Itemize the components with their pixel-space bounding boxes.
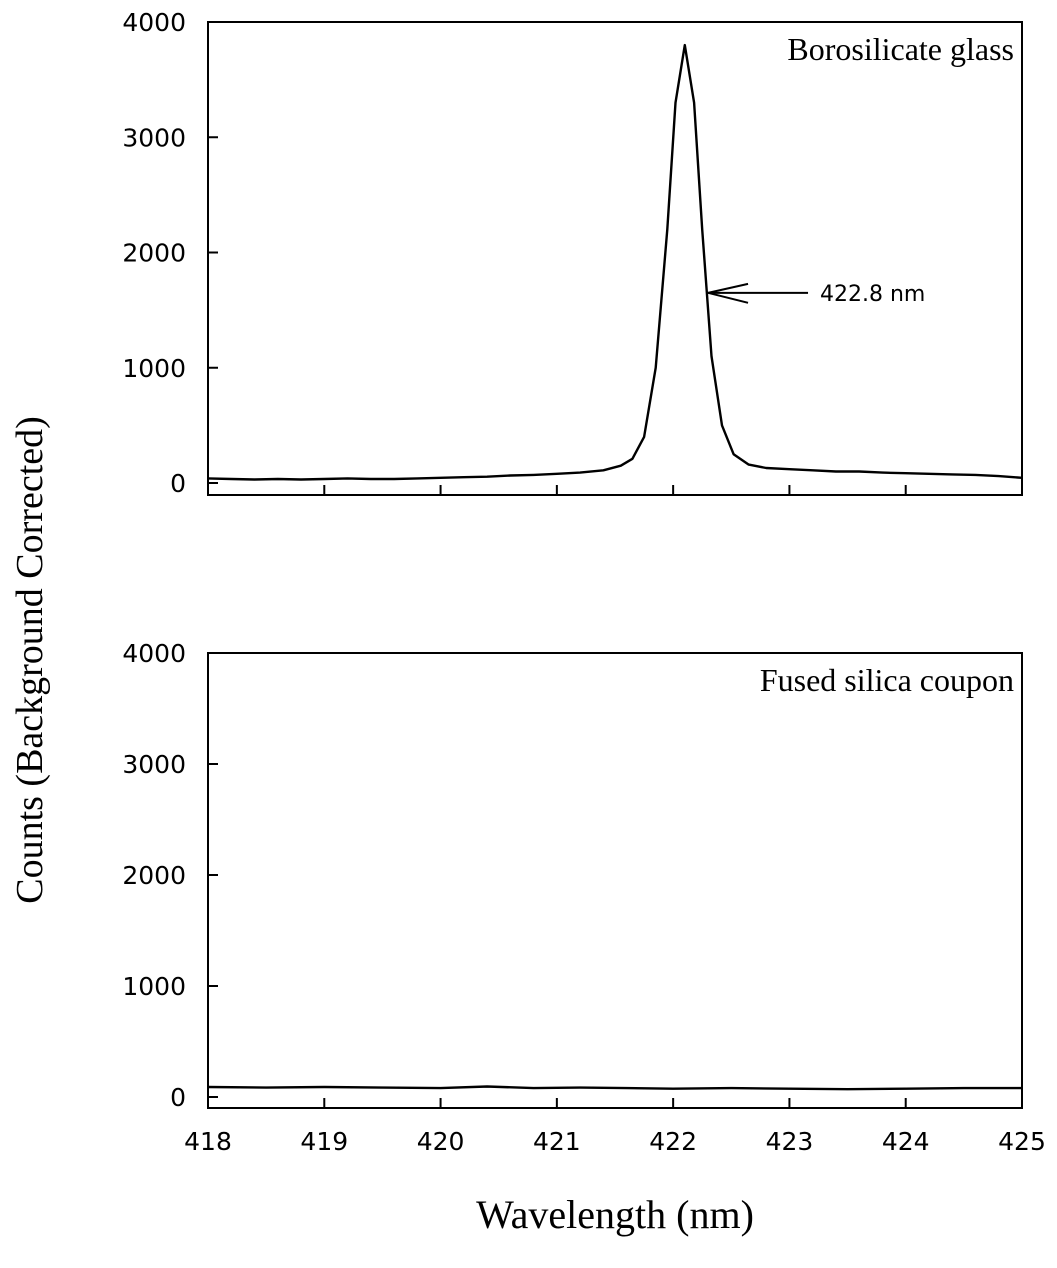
y-tick-label: 0 — [170, 1083, 186, 1112]
spectrum-line — [207, 43, 1023, 481]
y-tick-label: 1000 — [122, 972, 186, 1001]
y-tick-label: 4000 — [122, 8, 186, 37]
y-tick-label: 0 — [170, 469, 186, 498]
plot-frame — [207, 21, 1023, 496]
peak-annotation: 422.8 nm — [707, 282, 925, 307]
y-axis-label: Counts (Background Corrected) — [9, 416, 51, 904]
x-tick-label: 422 — [649, 1127, 697, 1156]
spectrum-line — [207, 1085, 1022, 1091]
x-tick-label: 421 — [533, 1127, 581, 1156]
x-tick-label: 419 — [300, 1127, 348, 1156]
x-tick-label: 423 — [766, 1127, 814, 1156]
y-tick-label: 4000 — [122, 639, 186, 668]
annotation-text: 422.8 nm — [820, 282, 925, 307]
y-tick-label: 1000 — [122, 354, 186, 383]
x-tick-label: 424 — [882, 1127, 930, 1156]
y-tick-label: 3000 — [122, 750, 186, 779]
plot-frame — [207, 652, 1023, 1109]
top-panel: 0 1000 2000 3000 4000 Borosilicate glass 422.8… — [122, 8, 1023, 498]
x-tick-label: 420 — [417, 1127, 465, 1156]
x-tick-label: 425 — [998, 1127, 1046, 1156]
x-tick-label: 418 — [184, 1127, 232, 1156]
panel-legend: Fused silica coupon — [760, 662, 1014, 698]
y-tick-label: 3000 — [122, 123, 186, 152]
y-tick-label: 2000 — [122, 239, 186, 268]
panel-legend: Borosilicate glass — [787, 31, 1014, 67]
x-axis-label: Wavelength (nm) — [476, 1192, 754, 1237]
bottom-panel: 0 1000 2000 3000 4000 418 419 420 421 422 423 424 42… — [122, 639, 1045, 1156]
annotation-arrowhead — [707, 282, 749, 304]
y-tick-label: 2000 — [122, 861, 186, 890]
